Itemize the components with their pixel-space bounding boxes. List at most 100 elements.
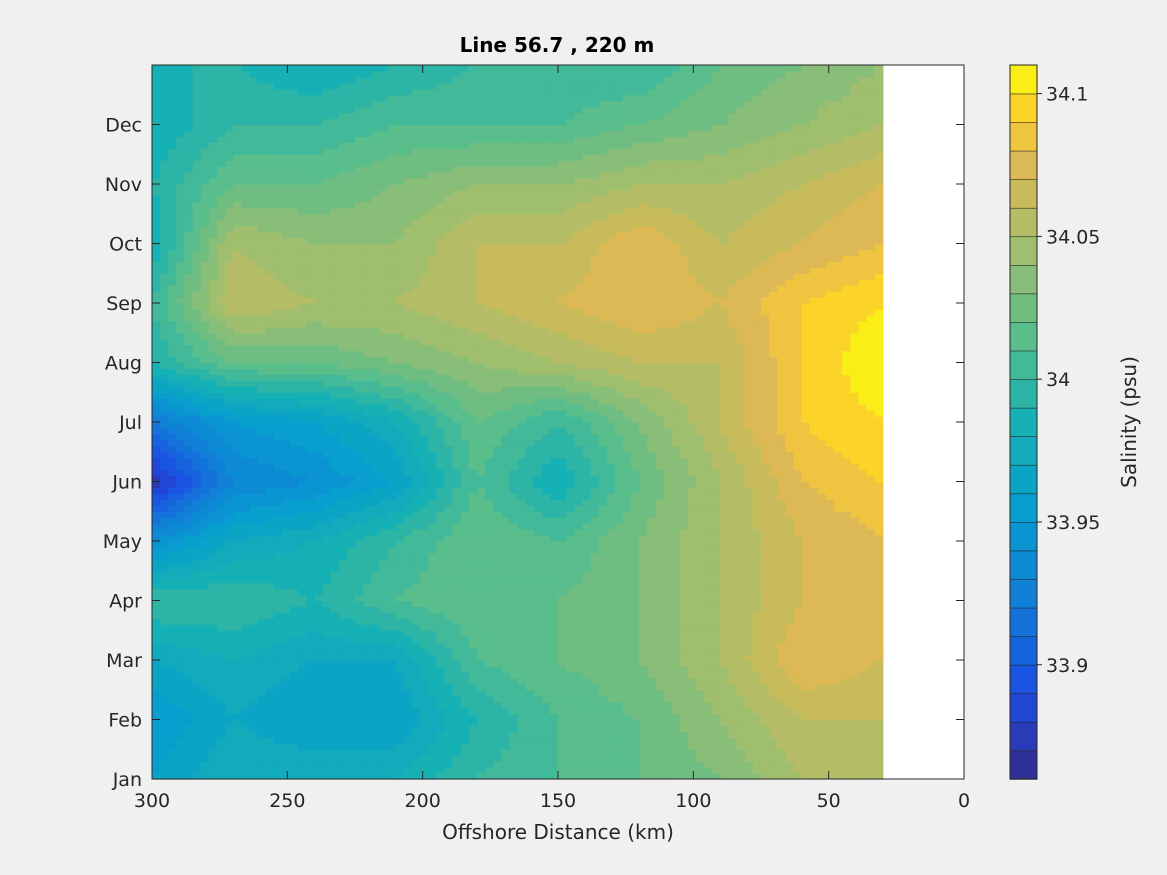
heatmap-cell — [257, 505, 267, 512]
heatmap-cell — [249, 689, 259, 697]
heatmap-cell — [761, 541, 770, 548]
heatmap-cell — [444, 499, 454, 506]
heatmap-cell — [639, 505, 648, 512]
heatmap-cell — [371, 660, 380, 667]
heatmap-cell — [850, 457, 860, 465]
heatmap-cell — [306, 624, 315, 631]
heatmap-cell — [346, 576, 356, 584]
heatmap-cell — [452, 552, 462, 560]
heatmap-cell — [257, 475, 267, 483]
heatmap-cell — [322, 671, 332, 679]
heatmap-cell — [290, 505, 299, 512]
heatmap-cell — [298, 487, 307, 494]
heatmap-cell — [671, 761, 681, 768]
heatmap-cell — [647, 624, 657, 631]
heatmap-cell — [200, 457, 210, 465]
heatmap-cell — [606, 612, 616, 619]
heatmap-cell — [809, 612, 819, 619]
heatmap-cell — [720, 713, 730, 721]
heatmap-cell — [265, 707, 275, 715]
heatmap-cell — [785, 695, 795, 703]
heatmap-cell — [809, 683, 819, 691]
heatmap-cell — [671, 707, 681, 715]
heatmap-cell — [712, 535, 721, 542]
heatmap-cell — [558, 552, 567, 560]
heatmap-cell — [411, 493, 421, 500]
heatmap-cell — [761, 457, 770, 465]
heatmap-cell — [460, 523, 470, 530]
heatmap-cell — [517, 707, 527, 715]
heatmap-cell — [322, 505, 332, 512]
heatmap-cell — [322, 731, 332, 738]
heatmap-cell — [330, 695, 340, 703]
heatmap-cell — [330, 642, 340, 649]
heatmap-cell — [306, 713, 315, 721]
heatmap-cell — [444, 630, 454, 637]
heatmap-cell — [265, 511, 275, 518]
heatmap-cell — [436, 552, 445, 560]
heatmap-cell — [249, 499, 259, 506]
heatmap-cell — [663, 481, 673, 489]
heatmap-cell — [152, 648, 161, 655]
heatmap-cell — [744, 618, 754, 625]
heatmap-cell — [493, 725, 502, 732]
heatmap-cell — [785, 499, 795, 506]
heatmap-cell — [606, 773, 616, 780]
heatmap-cell — [395, 588, 405, 596]
heatmap-cell — [874, 493, 884, 500]
heatmap-cell — [346, 463, 356, 471]
heatmap-cell — [590, 529, 600, 536]
heatmap-cell — [176, 671, 186, 679]
heatmap-cell — [273, 707, 283, 715]
heatmap-cell — [428, 535, 437, 542]
heatmap-cell — [736, 481, 746, 489]
heatmap-cell — [549, 677, 559, 685]
heatmap-cell — [606, 731, 616, 738]
heatmap-cell — [809, 713, 819, 721]
heatmap-cell — [728, 683, 738, 691]
heatmap-cell — [582, 677, 592, 685]
heatmap-cell — [395, 600, 405, 608]
heatmap-cell — [631, 755, 640, 762]
heatmap-cell — [403, 463, 413, 471]
heatmap-cell — [281, 695, 291, 703]
heatmap-cell — [541, 451, 551, 459]
heatmap-cell — [655, 505, 665, 512]
heatmap-cell — [558, 541, 567, 548]
heatmap-cell — [273, 445, 283, 453]
heatmap-cell — [403, 499, 413, 506]
heatmap-cell — [598, 463, 608, 471]
heatmap-cell — [517, 630, 527, 637]
heatmap-cell — [208, 493, 218, 500]
heatmap-cell — [428, 648, 437, 655]
heatmap-cell — [874, 612, 884, 619]
heatmap-cell — [574, 517, 583, 524]
heatmap-cell — [387, 576, 397, 584]
heatmap-cell — [322, 677, 332, 685]
heatmap-cell — [866, 606, 876, 613]
heatmap-cell — [712, 737, 721, 744]
heatmap-cell — [809, 552, 819, 560]
heatmap-cell — [622, 725, 632, 732]
heatmap-cell — [460, 606, 470, 613]
heatmap-cell — [671, 535, 681, 542]
heatmap-cell — [338, 511, 348, 518]
heatmap-cell — [809, 725, 819, 732]
heatmap-cell — [533, 642, 543, 649]
heatmap-cell — [793, 606, 803, 613]
heatmap-cell — [696, 749, 705, 756]
heatmap-cell — [273, 731, 283, 738]
heatmap-cell — [460, 737, 470, 744]
heatmap-cell — [509, 737, 518, 744]
heatmap-cell — [241, 618, 251, 625]
heatmap-cell — [387, 695, 397, 703]
heatmap-cell — [533, 612, 543, 619]
heatmap-cell — [517, 546, 527, 554]
heatmap-cell — [541, 576, 551, 584]
heatmap-cell — [257, 671, 267, 679]
heatmap-cell — [582, 648, 592, 655]
heatmap-cell — [631, 749, 640, 756]
heatmap-cell — [298, 463, 307, 471]
heatmap-cell — [249, 612, 259, 619]
heatmap-cell — [249, 749, 259, 756]
